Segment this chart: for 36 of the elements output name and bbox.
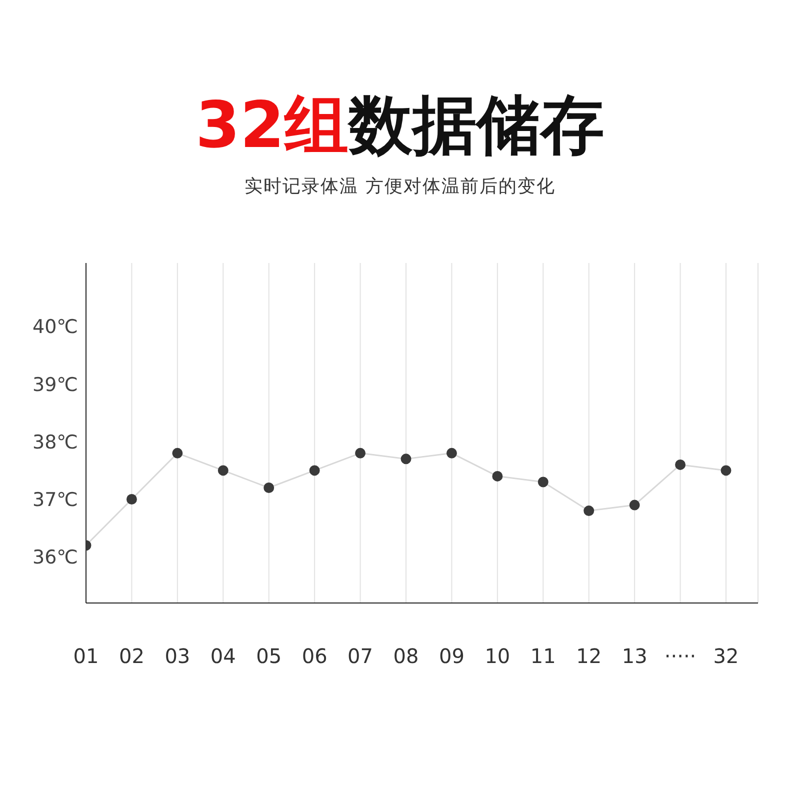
point <box>584 506 594 516</box>
point <box>720 465 732 476</box>
x-tick-label: 08 <box>393 644 419 668</box>
x-tick-label: 01 <box>73 644 99 668</box>
y-tick-label: 40℃ <box>32 316 78 338</box>
x-tick-label: 02 <box>118 644 144 668</box>
chart-title: 32组数据储存 <box>194 88 606 164</box>
point <box>264 482 274 493</box>
point <box>126 494 137 505</box>
point <box>446 448 457 458</box>
x-tick-label: 05 <box>256 644 282 668</box>
chart-subtitle: 实时记录体温 方便对体温前后的变化 <box>244 175 556 198</box>
x-tick-label: 04 <box>210 644 236 668</box>
y-tick-label: 38℃ <box>32 431 78 454</box>
y-tick-label: 39℃ <box>32 374 78 396</box>
point <box>492 470 503 482</box>
x-tick-label: 12 <box>576 644 602 668</box>
x-tick-label: 32 <box>713 644 739 668</box>
point <box>400 454 412 464</box>
y-tick-label: 37℃ <box>32 489 78 512</box>
point <box>218 465 228 476</box>
x-tick-label: 11 <box>530 644 556 668</box>
y-tick-label: 36℃ <box>32 546 78 569</box>
x-tick-label: 10 <box>484 644 510 668</box>
point <box>355 448 366 458</box>
point <box>172 448 183 458</box>
point <box>309 465 320 476</box>
point <box>538 476 548 488</box>
x-tick-label: 07 <box>348 644 374 668</box>
x-tick-label: 06 <box>302 644 328 668</box>
x-tick-label: ····· <box>664 644 696 668</box>
point <box>629 500 640 510</box>
x-tick-label: 09 <box>438 644 464 668</box>
x-tick-label: 13 <box>622 644 648 668</box>
point <box>675 459 686 470</box>
x-tick-label: 03 <box>164 644 190 668</box>
